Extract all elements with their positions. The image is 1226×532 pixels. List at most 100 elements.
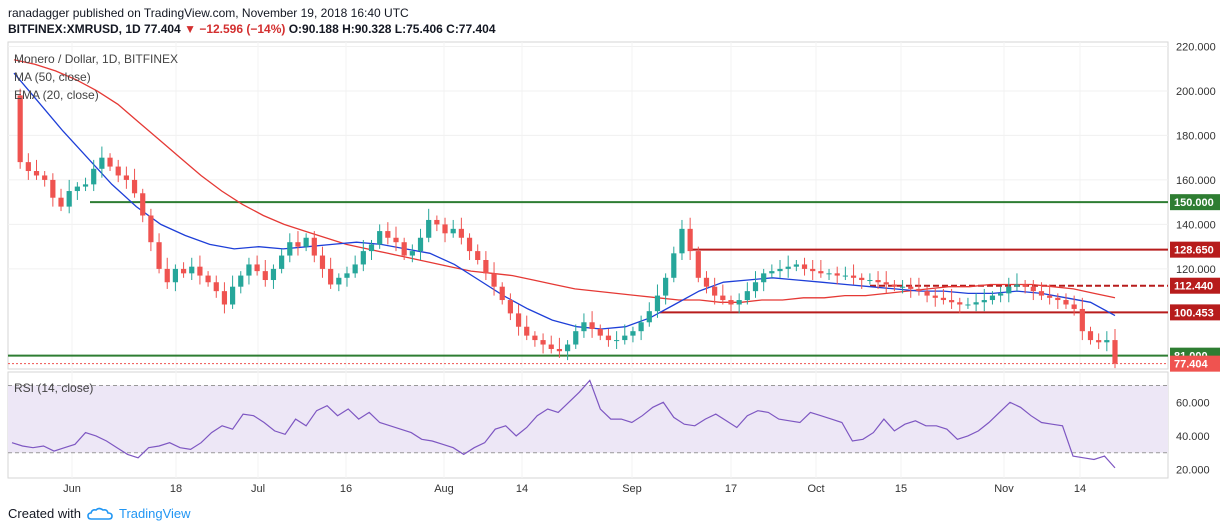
candle-body xyxy=(74,186,80,192)
candle-body xyxy=(769,271,775,274)
candle-body xyxy=(850,275,857,278)
level-tag xyxy=(1170,194,1220,211)
date-tick-label: 14 xyxy=(1074,483,1086,495)
price-tick-label: 200.000 xyxy=(1176,86,1216,98)
rsi-band xyxy=(8,385,1168,453)
candle-body xyxy=(311,237,317,256)
candle-body xyxy=(998,293,1004,296)
candle-body xyxy=(66,191,72,207)
candle-body xyxy=(842,275,848,277)
down-arrow-icon: ▼ xyxy=(184,22,196,36)
candle-body xyxy=(924,291,930,296)
candle-body xyxy=(1022,284,1028,287)
candle-body xyxy=(875,280,881,283)
candle-body xyxy=(948,300,955,303)
candle-body xyxy=(720,295,726,301)
candle-body xyxy=(532,335,538,341)
candle-body xyxy=(1006,286,1012,294)
candle-body xyxy=(826,273,832,275)
price-frame xyxy=(7,41,1169,370)
rsi-tick-label: 40.000 xyxy=(1176,431,1210,443)
candle-body xyxy=(883,282,889,285)
candle-body xyxy=(417,237,424,252)
candle-body xyxy=(262,271,268,281)
candle-body xyxy=(434,219,440,225)
candle-body xyxy=(426,219,432,238)
footer: Created with TradingView xyxy=(8,506,191,521)
candle-body xyxy=(507,300,513,314)
candle-body xyxy=(401,242,407,256)
symbol-line: BITFINEX:XMRUSD, 1D 77.404 ▼ −12.596 (−1… xyxy=(8,21,496,37)
candle-body xyxy=(965,304,971,306)
rsi-line xyxy=(11,379,1116,469)
candle-body xyxy=(33,171,40,176)
price-tick-label: 160.000 xyxy=(1176,175,1216,187)
candle-body xyxy=(279,255,285,269)
candle-body xyxy=(867,280,873,282)
created-with-text: Created with xyxy=(8,506,81,521)
candle-body xyxy=(58,197,64,207)
candle-body xyxy=(932,295,938,298)
candle-body xyxy=(834,273,840,276)
candle-body xyxy=(564,344,571,352)
candle-body xyxy=(548,344,554,349)
rsi-tick-label: 60.000 xyxy=(1176,397,1210,409)
candle-body xyxy=(1055,297,1061,301)
level-tag-label: 150.000 xyxy=(1174,197,1214,209)
candle-body xyxy=(646,311,652,323)
date-tick-label: 14 xyxy=(516,483,528,495)
level-tag xyxy=(1170,304,1220,321)
candle-body xyxy=(654,295,661,312)
candle-body xyxy=(899,286,906,288)
date-tick-label: Oct xyxy=(807,483,824,495)
indicator-lines xyxy=(13,59,1116,330)
candle-body xyxy=(556,348,563,352)
candle-body xyxy=(205,275,211,283)
candle-body xyxy=(810,268,816,272)
price-chart[interactable]: 220.000 200.000 180.000 160.000 140.000 120.0… xyxy=(0,0,1226,500)
candle-body xyxy=(695,251,701,278)
candle-body xyxy=(409,251,415,256)
candle-body xyxy=(1104,340,1110,343)
candle-body xyxy=(744,291,750,301)
candle-body xyxy=(589,322,595,329)
date-tick-label: 16 xyxy=(340,483,352,495)
chart-header: ranadagger published on TradingView.com,… xyxy=(8,5,496,37)
candle-body xyxy=(344,273,350,278)
candles xyxy=(17,88,1118,369)
candle-body xyxy=(1047,295,1053,298)
candle-body xyxy=(393,237,399,243)
candle-body xyxy=(614,340,620,342)
publisher-line: ranadagger published on TradingView.com,… xyxy=(8,6,409,20)
candle-body xyxy=(916,288,922,292)
last-price: 77.404 xyxy=(144,22,181,36)
candle-body xyxy=(1030,286,1036,292)
candle-body xyxy=(499,286,505,301)
candle-body xyxy=(221,291,228,305)
rsi-panel xyxy=(8,379,1168,469)
candle-body xyxy=(99,157,105,169)
rsi-tick-label: 20.000 xyxy=(1176,465,1210,477)
candle-body xyxy=(131,179,138,194)
candle-body xyxy=(50,179,56,198)
candle-body xyxy=(189,266,195,274)
candle-body xyxy=(801,264,808,269)
candle-body xyxy=(818,271,824,274)
tradingview-cloud-icon xyxy=(87,507,113,520)
candle-body xyxy=(230,286,236,305)
date-tick-label: Sep xyxy=(622,483,642,495)
candle-body xyxy=(328,268,334,285)
ema-legend: EMA (20, close) xyxy=(14,88,99,102)
tradingview-brand[interactable]: TradingView xyxy=(118,506,191,521)
candle-body xyxy=(540,340,546,345)
candle-body xyxy=(638,322,644,332)
support-resistance-levels xyxy=(8,201,1168,365)
candle-body xyxy=(491,273,497,287)
date-tick-label: 18 xyxy=(170,483,182,495)
candle-body xyxy=(630,331,636,336)
candle-body xyxy=(475,251,481,260)
candle-body xyxy=(1014,284,1020,287)
candle-body xyxy=(581,322,587,332)
candle-body xyxy=(25,162,31,172)
date-tick-label: 17 xyxy=(725,483,737,495)
